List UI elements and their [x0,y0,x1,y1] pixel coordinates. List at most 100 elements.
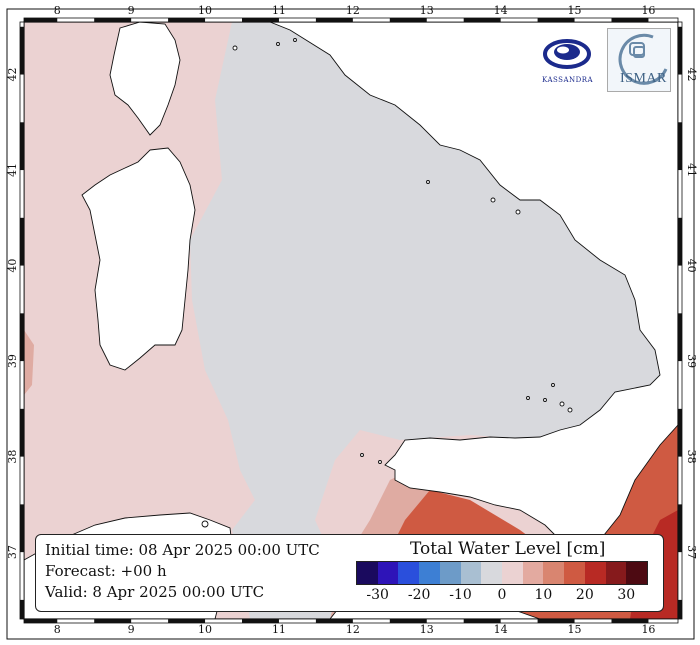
colorbar [356,561,648,585]
valid-time-text: Valid: 8 Apr 2025 00:00 UTC [45,583,265,601]
lon-tick-label: 10 [198,4,212,17]
outer-frame [6,8,695,640]
border-segment [678,217,682,266]
border-segment [20,313,24,362]
colorbar-tick-label: -10 [449,587,472,603]
border-segment [20,504,24,553]
border-segment [315,619,353,623]
island [567,407,573,413]
lat-tick-label: 38 [6,450,19,464]
island [490,197,496,203]
island [201,520,209,528]
border-segment [315,18,353,22]
border-segment [678,408,682,457]
border-segment [242,18,279,22]
colorbar-swatch [481,562,503,584]
colorbar-tick-label: 20 [575,587,594,603]
colorbar-swatch [543,562,565,584]
border-segment [242,619,279,623]
lat-tick-label: 40 [6,259,19,273]
border-segment [389,619,427,623]
border-segment [678,313,682,362]
colorbar-tick-label: -30 [366,587,389,603]
lon-tick-label: 9 [128,4,135,17]
initial-time-text: Initial time: 08 Apr 2025 00:00 UTC [45,541,320,559]
lat-tick-label: 40 [685,259,698,273]
island [426,180,430,184]
colorbar-tick-label: 10 [534,587,553,603]
border-segment [678,504,682,553]
border-segment [611,619,649,623]
lat-tick-label: 39 [6,354,19,368]
colorbar-swatch [398,562,420,584]
colorbar-swatch [377,562,399,584]
graticule-border [19,17,683,624]
border-segment [389,18,427,22]
ismar-logo-text: ISMAR [620,71,667,86]
border-segment [463,619,501,623]
ismar-logo: ISMAR [607,28,671,92]
lon-tick-label: 15 [568,4,582,17]
lon-tick-label: 11 [272,4,286,17]
border-segment [463,18,501,22]
lon-tick-label: 12 [346,4,360,17]
colorbar-tick-label: 30 [617,587,636,603]
island [360,453,364,457]
colorbar-tick-label: -20 [407,587,431,603]
colorbar-swatch [502,562,523,584]
border-segment [94,18,132,22]
lat-tick-label: 38 [685,450,698,464]
lon-tick-label: 15 [568,623,582,636]
water-level-field [24,22,678,619]
lon-tick-label: 8 [54,623,61,636]
border-segment [20,408,24,457]
land-corsica [109,22,181,136]
land-sardinia [81,147,196,371]
colorbar-swatch [626,562,648,584]
colorbar-tick-label: 0 [497,587,507,603]
border-segment [678,122,682,171]
border-segment [611,18,649,22]
colorbar-swatch [460,562,482,584]
colorbar-swatch [439,562,461,584]
border-segment [537,619,575,623]
island [551,383,555,387]
lon-tick-label: 11 [272,623,286,636]
colorbar-swatch [564,562,585,584]
y-tick-labels: 42 42 41 41 40 40 39 39 38 38 37 37 [6,68,698,560]
lat-tick-label: 41 [6,163,19,177]
x-tick-labels: 8 8 9 9 10 10 11 11 12 12 13 13 14 14 15 15 16 16 [54,4,656,636]
info-legend-box: Initial time: 08 Apr 2025 00:00 UTC Fore… [35,534,664,612]
border-segment [20,26,24,75]
border-segment [20,217,24,266]
border-segment [24,619,58,623]
lon-tick-label: 9 [128,623,135,636]
colorbar-title: Total Water Level [cm] [410,539,606,559]
lat-tick-label: 42 [685,68,698,82]
lon-tick-label: 14 [494,4,508,17]
kassandra-logo: KASSANDRA [536,28,598,90]
lon-tick-label: 10 [198,623,212,636]
kassandra-emblem [543,39,591,69]
colorbar-swatch [357,562,378,584]
kassandra-logo-text: KASSANDRA [542,76,594,84]
forecast-text: Forecast: +00 h [45,562,167,580]
border-segment [537,18,575,22]
border-segment [678,26,682,75]
island [526,396,530,400]
border-segment [168,18,206,22]
lon-tick-label: 16 [641,4,655,17]
lat-tick-label: 42 [6,68,19,82]
lat-tick-label: 41 [685,163,698,177]
island [232,45,238,51]
lon-tick-label: 16 [641,623,655,636]
colorbar-swatch [584,562,606,584]
island [378,460,382,464]
lat-tick-label: 37 [685,545,698,559]
lon-tick-label: 12 [346,623,360,636]
lat-tick-label: 39 [685,354,698,368]
field-mid-west [24,330,34,395]
lat-tick-label: 37 [6,545,19,559]
border-segment [94,619,132,623]
lon-tick-label: 8 [54,4,61,17]
